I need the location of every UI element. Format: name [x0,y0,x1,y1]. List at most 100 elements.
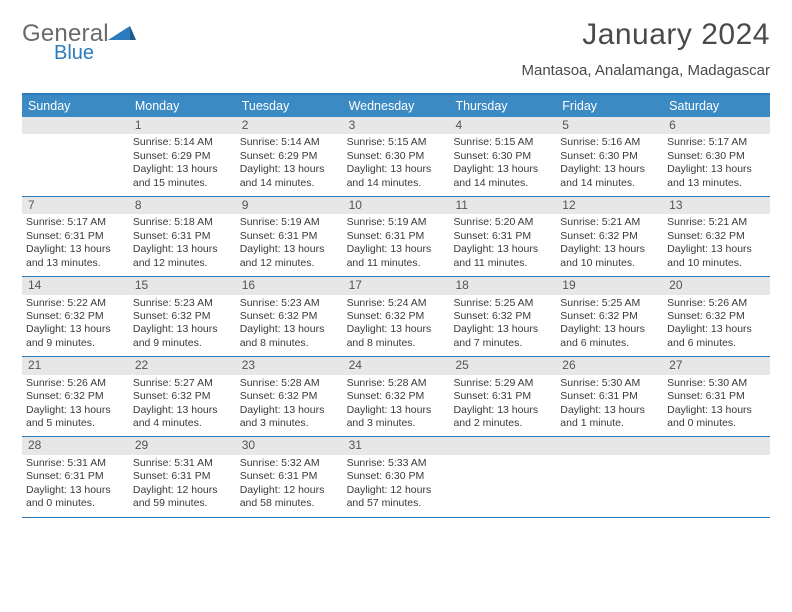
day-body: Sunrise: 5:30 AMSunset: 6:31 PMDaylight:… [663,375,770,437]
day-cell: 2Sunrise: 5:14 AMSunset: 6:29 PMDaylight… [236,117,343,196]
day-body [556,455,663,463]
day-body [663,455,770,463]
day-number: 26 [556,357,663,374]
week-row: 1Sunrise: 5:14 AMSunset: 6:29 PMDaylight… [22,117,770,197]
day-info-line: Sunrise: 5:32 AM [240,457,339,470]
day-number [449,437,556,454]
day-header: Wednesday [343,95,450,117]
day-info-line: Daylight: 13 hours [240,163,339,176]
day-cell: 5Sunrise: 5:16 AMSunset: 6:30 PMDaylight… [556,117,663,196]
day-info-line: Sunrise: 5:26 AM [26,377,125,390]
day-info-line: Sunrise: 5:30 AM [667,377,766,390]
day-info-line: Daylight: 13 hours [560,163,659,176]
day-info-line: and 9 minutes. [26,337,125,350]
day-info-line: Sunrise: 5:23 AM [240,297,339,310]
day-info-line: Daylight: 13 hours [133,243,232,256]
day-body: Sunrise: 5:21 AMSunset: 6:32 PMDaylight:… [556,214,663,276]
day-info-line: and 11 minutes. [347,257,446,270]
day-number: 24 [343,357,450,374]
day-info-line: Daylight: 13 hours [453,323,552,336]
day-info-line: and 13 minutes. [667,177,766,190]
day-info-line: Sunset: 6:32 PM [133,310,232,323]
day-cell: 19Sunrise: 5:25 AMSunset: 6:32 PMDayligh… [556,277,663,356]
day-info-line: Sunrise: 5:25 AM [560,297,659,310]
day-number: 28 [22,437,129,454]
day-info-line: and 58 minutes. [240,497,339,510]
day-info-line: Daylight: 13 hours [453,243,552,256]
day-info-line: Daylight: 13 hours [347,404,446,417]
day-info-line: Sunset: 6:32 PM [347,390,446,403]
day-info-line: Sunrise: 5:19 AM [347,216,446,229]
day-body: Sunrise: 5:15 AMSunset: 6:30 PMDaylight:… [343,134,450,196]
day-info-line: and 12 minutes. [240,257,339,270]
day-number: 31 [343,437,450,454]
day-number: 11 [449,197,556,214]
week-row: 7Sunrise: 5:17 AMSunset: 6:31 PMDaylight… [22,197,770,277]
day-info-line: Sunrise: 5:28 AM [240,377,339,390]
day-info-line: Sunset: 6:31 PM [347,230,446,243]
day-info-line: and 7 minutes. [453,337,552,350]
day-info-line: Daylight: 13 hours [26,484,125,497]
day-cell: 4Sunrise: 5:15 AMSunset: 6:30 PMDaylight… [449,117,556,196]
day-cell: 13Sunrise: 5:21 AMSunset: 6:32 PMDayligh… [663,197,770,276]
day-info-line: and 12 minutes. [133,257,232,270]
day-body: Sunrise: 5:16 AMSunset: 6:30 PMDaylight:… [556,134,663,196]
day-cell: 8Sunrise: 5:18 AMSunset: 6:31 PMDaylight… [129,197,236,276]
day-info-line: Sunset: 6:31 PM [240,470,339,483]
day-body: Sunrise: 5:32 AMSunset: 6:31 PMDaylight:… [236,455,343,517]
day-body: Sunrise: 5:19 AMSunset: 6:31 PMDaylight:… [236,214,343,276]
day-info-line: and 6 minutes. [560,337,659,350]
day-body: Sunrise: 5:25 AMSunset: 6:32 PMDaylight:… [556,295,663,357]
day-number: 4 [449,117,556,134]
day-body [22,134,129,142]
day-info-line: Daylight: 13 hours [26,243,125,256]
day-info-line: Sunrise: 5:16 AM [560,136,659,149]
day-info-line: Daylight: 13 hours [560,323,659,336]
day-info-line: Sunrise: 5:31 AM [133,457,232,470]
day-info-line: Daylight: 13 hours [133,404,232,417]
day-info-line: and 1 minute. [560,417,659,430]
day-number: 25 [449,357,556,374]
day-info-line: Sunset: 6:31 PM [453,230,552,243]
calendar: SundayMondayTuesdayWednesdayThursdayFrid… [22,93,770,518]
day-number: 1 [129,117,236,134]
day-number: 21 [22,357,129,374]
day-cell: 24Sunrise: 5:28 AMSunset: 6:32 PMDayligh… [343,357,450,436]
day-info-line: Daylight: 12 hours [133,484,232,497]
day-number: 2 [236,117,343,134]
header: General Blue January 2024 Mantasoa, Anal… [22,18,770,79]
day-body: Sunrise: 5:19 AMSunset: 6:31 PMDaylight:… [343,214,450,276]
day-info-line: Sunrise: 5:14 AM [133,136,232,149]
day-number: 9 [236,197,343,214]
day-info-line: Daylight: 13 hours [667,323,766,336]
day-info-line: Daylight: 13 hours [560,404,659,417]
day-body: Sunrise: 5:17 AMSunset: 6:31 PMDaylight:… [22,214,129,276]
day-body: Sunrise: 5:21 AMSunset: 6:32 PMDaylight:… [663,214,770,276]
day-body: Sunrise: 5:29 AMSunset: 6:31 PMDaylight:… [449,375,556,437]
day-cell: 28Sunrise: 5:31 AMSunset: 6:31 PMDayligh… [22,437,129,516]
day-info-line: Daylight: 13 hours [240,243,339,256]
day-info-line: Sunset: 6:31 PM [133,470,232,483]
day-cell: 3Sunrise: 5:15 AMSunset: 6:30 PMDaylight… [343,117,450,196]
day-info-line: Sunrise: 5:29 AM [453,377,552,390]
day-info-line: Sunset: 6:30 PM [347,470,446,483]
day-body: Sunrise: 5:33 AMSunset: 6:30 PMDaylight:… [343,455,450,517]
day-info-line: Sunset: 6:32 PM [667,310,766,323]
day-info-line: Daylight: 13 hours [560,243,659,256]
day-info-line: Sunset: 6:32 PM [347,310,446,323]
day-info-line: and 14 minutes. [560,177,659,190]
day-cell [663,437,770,516]
day-number: 8 [129,197,236,214]
day-info-line: and 3 minutes. [240,417,339,430]
logo-triangle-icon [108,24,136,42]
day-info-line: Sunset: 6:31 PM [240,230,339,243]
day-info-line: Sunrise: 5:17 AM [26,216,125,229]
day-info-line: and 0 minutes. [667,417,766,430]
day-body: Sunrise: 5:14 AMSunset: 6:29 PMDaylight:… [236,134,343,196]
day-info-line: Sunset: 6:32 PM [240,310,339,323]
day-info-line: Daylight: 12 hours [240,484,339,497]
day-info-line: Daylight: 13 hours [26,323,125,336]
day-number: 18 [449,277,556,294]
title-block: January 2024 Mantasoa, Analamanga, Madag… [522,18,771,79]
day-info-line: Sunset: 6:31 PM [26,230,125,243]
